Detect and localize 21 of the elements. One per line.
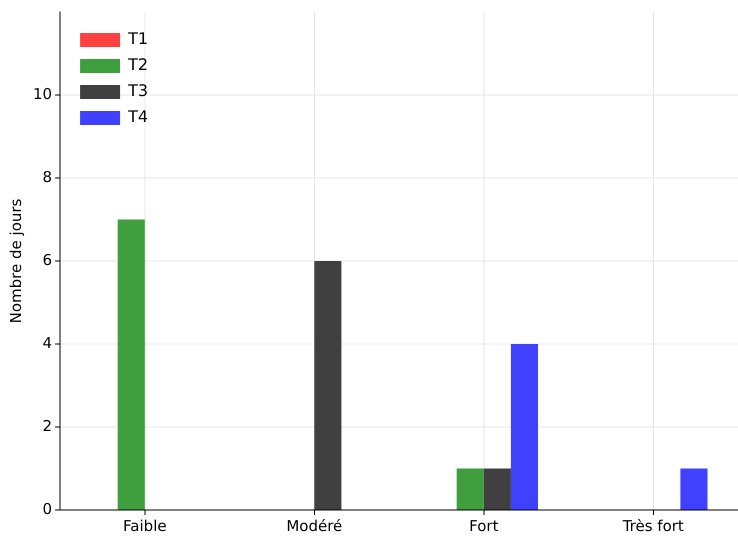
x-tick-label: Très fort xyxy=(622,516,684,535)
y-tick-label: 10 xyxy=(32,84,52,103)
x-tick-label: Faible xyxy=(123,516,167,535)
x-tick-label: Fort xyxy=(469,516,499,535)
y-tick-label: 2 xyxy=(42,416,52,435)
y-tick-label: 4 xyxy=(42,334,52,352)
legend-label: T2 xyxy=(127,55,148,74)
y-tick-label: 8 xyxy=(42,168,52,186)
legend-label: T3 xyxy=(127,81,148,100)
bar xyxy=(484,468,511,510)
y-tick-label: 0 xyxy=(42,500,52,518)
y-tick-label: 6 xyxy=(42,250,52,269)
bar xyxy=(510,344,538,510)
y-axis-title: Nombre de jours xyxy=(6,198,25,324)
bar xyxy=(680,468,708,510)
bar xyxy=(456,468,484,510)
bar xyxy=(314,261,342,510)
bar xyxy=(118,220,145,510)
legend-label: T1 xyxy=(127,29,148,48)
legend-label: T4 xyxy=(127,107,148,126)
x-tick-label: Modéré xyxy=(286,516,342,535)
